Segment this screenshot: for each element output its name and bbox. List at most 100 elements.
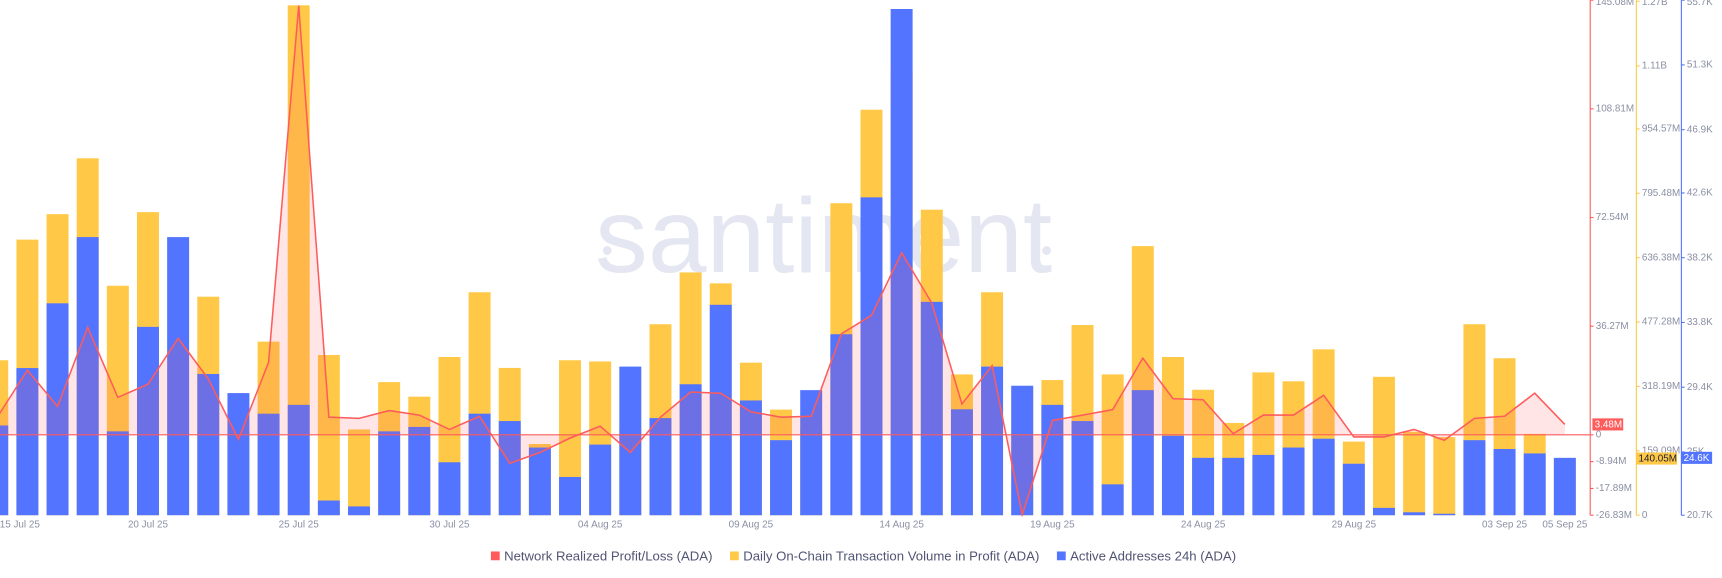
bar <box>981 366 1004 516</box>
x-tick-label: 24 Aug 25 <box>1181 520 1226 531</box>
bar <box>498 421 521 516</box>
bar <box>106 431 129 516</box>
bar <box>559 476 582 516</box>
legend-swatch <box>490 551 500 561</box>
bar <box>1252 454 1275 516</box>
y-tick-label: 36.27M <box>1596 321 1629 332</box>
bar <box>227 393 250 516</box>
bar <box>16 368 39 516</box>
bar <box>468 413 491 516</box>
y-tick-label: 46.9K <box>1687 124 1713 135</box>
bar <box>1101 484 1124 516</box>
y-tick-label: 51.3K <box>1687 60 1713 71</box>
bar <box>257 413 280 516</box>
x-tick-label: 04 Aug 25 <box>578 520 623 531</box>
y-tick-label: 108.81M <box>1596 103 1634 114</box>
y-tick-label: 1.27B <box>1642 0 1668 8</box>
y-tick-label: 477.28M <box>1642 317 1680 328</box>
y-tick-label: 55.7K <box>1687 0 1713 8</box>
bar <box>137 326 159 516</box>
bar <box>197 373 220 516</box>
bar <box>920 301 943 516</box>
legend-label: Active Addresses 24h (ADA) <box>1070 548 1236 563</box>
bar <box>438 462 461 516</box>
bar <box>528 447 551 516</box>
bar <box>709 304 732 516</box>
y-tick-label: 33.8K <box>1687 317 1713 328</box>
bar <box>287 5 310 516</box>
x-tick-label: 20 Jul 25 <box>128 520 169 531</box>
x-tick-label: 25 Jul 25 <box>279 520 320 531</box>
line-area <box>0 5 1565 515</box>
bar <box>890 8 913 516</box>
y-tick-label: -26.83M <box>1596 510 1632 521</box>
y-tick-label: 0 <box>1642 510 1648 521</box>
bar <box>1192 457 1215 516</box>
line <box>0 5 1566 517</box>
bar <box>619 366 642 516</box>
y-tick-label: 795.48M <box>1642 188 1680 199</box>
y-tick-label: -17.89M <box>1596 483 1632 494</box>
bar <box>800 390 823 516</box>
y-tick-label: 954.57M <box>1642 124 1680 135</box>
y-tick-label: 42.6K <box>1687 188 1713 199</box>
bar <box>76 237 99 516</box>
watermark-dot <box>602 246 612 255</box>
x-tick-label: 03 Sep 25 <box>1482 520 1528 531</box>
bar <box>1131 390 1154 516</box>
bar <box>1011 385 1034 516</box>
y-tick-label: 636.38M <box>1642 252 1680 263</box>
bar <box>1433 437 1456 516</box>
bar <box>739 400 762 516</box>
value-label-box <box>1681 451 1713 464</box>
bar <box>1493 449 1516 516</box>
bar <box>378 431 401 516</box>
bar <box>770 440 793 516</box>
watermark-dot <box>1042 246 1051 255</box>
bar <box>860 197 883 516</box>
x-tick-label: 15 Jul 25 <box>0 520 40 531</box>
bar <box>1523 453 1546 516</box>
legend-swatch <box>1056 551 1066 561</box>
bar <box>1041 404 1064 516</box>
y-tick-label: 1.11B <box>1642 61 1667 72</box>
plot <box>0 5 1576 517</box>
y-tick-label: 72.54M <box>1596 212 1629 223</box>
y-tick-label: 159.09M <box>1642 445 1680 456</box>
bar <box>589 444 612 516</box>
value-label-box <box>1636 452 1677 465</box>
y-tick-label: 29.4K <box>1687 382 1713 393</box>
watermark: santiment <box>595 178 1052 295</box>
bar <box>950 409 973 516</box>
bar <box>1101 374 1124 516</box>
bar <box>1282 447 1305 516</box>
y-tick-label: 145.08M <box>1596 0 1634 8</box>
bar <box>1553 457 1576 516</box>
bar <box>408 426 431 516</box>
y-tick-label: 38.2K <box>1687 252 1713 263</box>
legend-label: Network Realized Profit/Loss (ADA) <box>504 548 712 563</box>
x-tick-label: 05 Sep 25 <box>1542 520 1588 531</box>
bar <box>1222 457 1245 516</box>
x-tick-label: 09 Aug 25 <box>729 520 774 531</box>
bar <box>1403 512 1426 516</box>
bar <box>1312 438 1335 516</box>
value-label: 3.48M <box>1595 420 1622 431</box>
legend-label: Daily On-Chain Transaction Volume in Pro… <box>743 548 1039 563</box>
bar <box>1071 421 1094 516</box>
x-tick-label: 19 Aug 25 <box>1030 520 1075 531</box>
bar <box>287 404 310 516</box>
x-tick-label: 29 Aug 25 <box>1332 520 1377 531</box>
value-label: 140.05M <box>1639 454 1677 465</box>
bar <box>0 425 9 516</box>
bar <box>348 506 370 516</box>
bar <box>830 334 853 516</box>
y-tick-label: 0 <box>1596 429 1602 440</box>
bar <box>1372 507 1395 516</box>
y-tick-label: 20.7K <box>1687 510 1713 521</box>
bar <box>1433 513 1456 516</box>
legend-swatch <box>730 551 739 561</box>
bar <box>46 303 69 516</box>
